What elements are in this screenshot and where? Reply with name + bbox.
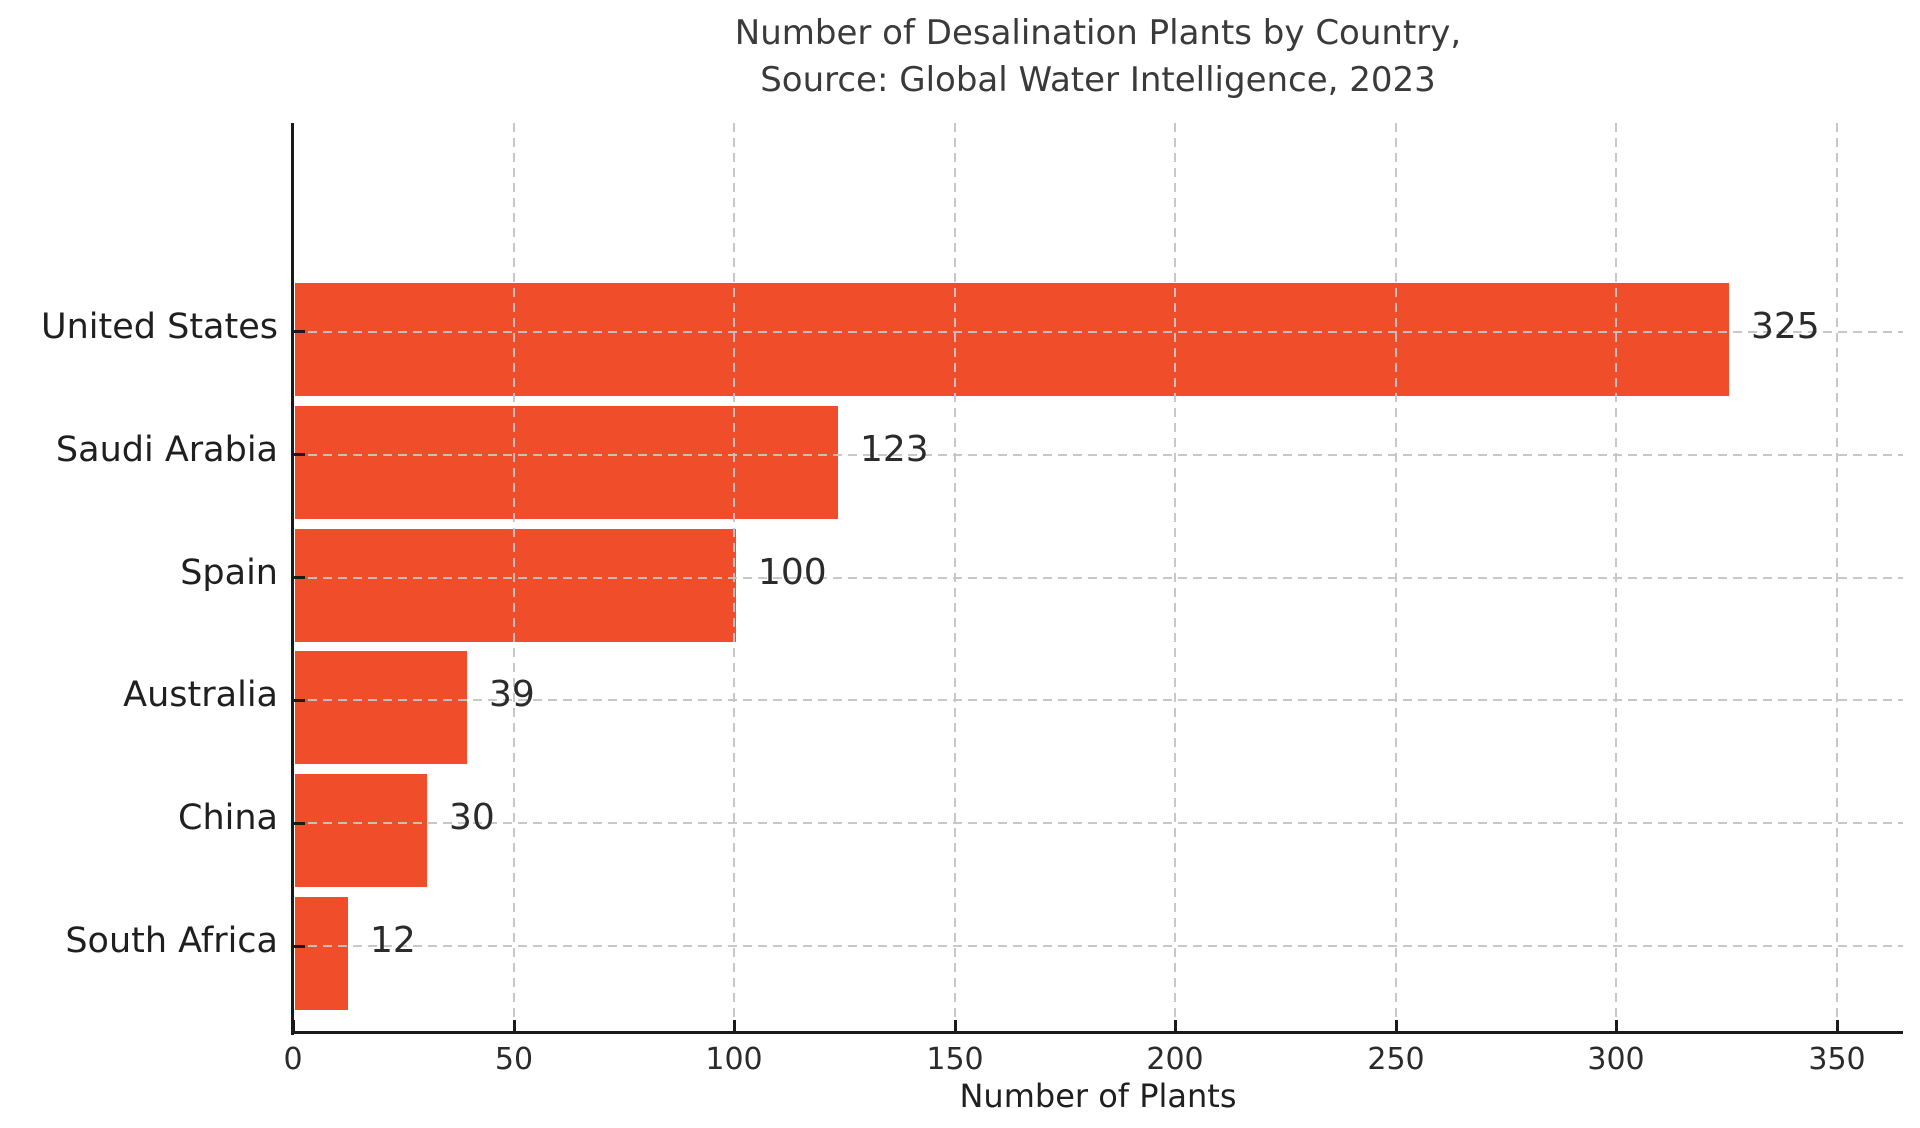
x-tick-mark [513,1020,516,1031]
x-tick-mark [292,1020,295,1031]
category-label-china: China [178,798,278,838]
x-tick-mark [954,1020,957,1031]
gridline-horizontal [293,577,1903,579]
gridline-horizontal [293,822,1903,824]
category-label-saudi-arabia: Saudi Arabia [55,430,278,470]
x-tick-label: 250 [1367,1042,1425,1077]
x-tick-mark [1836,1020,1839,1031]
y-tick-mark [294,822,305,825]
bar-south-africa [295,897,348,1010]
x-tick-mark [733,1020,736,1031]
value-label-spain: 100 [758,552,827,593]
value-label-china: 30 [449,797,495,838]
gridline-vertical [1395,123,1397,1032]
x-axis-spine [291,1031,1903,1034]
y-tick-mark [294,453,305,456]
x-axis-label: Number of Plants [959,1077,1237,1115]
value-label-saudi-arabia: 123 [860,429,929,470]
category-label-united-states: United States [40,307,278,347]
gridline-horizontal [293,699,1903,701]
bar-china [295,774,427,887]
x-tick-mark [1615,1020,1618,1031]
bar-united-states [295,283,1729,396]
y-tick-mark [294,945,305,948]
value-label-south-africa: 12 [370,920,416,961]
gridline-vertical [1836,123,1838,1032]
chart-subtitle: Source: Global Water Intelligence, 2023 [760,60,1436,100]
value-label-united-states: 325 [1751,306,1820,347]
gridline-vertical [1174,123,1176,1032]
bar-saudi-arabia [295,406,838,519]
gridline-horizontal [293,454,1903,456]
value-label-australia: 39 [489,674,535,715]
x-tick-label: 100 [705,1042,763,1077]
x-tick-label: 200 [1146,1042,1204,1077]
category-label-australia: Australia [123,675,278,715]
chart-title: Number of Desalination Plants by Country… [734,13,1462,53]
bar-spain [295,529,736,642]
x-tick-mark [1395,1020,1398,1031]
gridline-horizontal [293,945,1903,947]
x-tick-mark [1174,1020,1177,1031]
y-axis-spine [291,123,294,1035]
gridline-vertical [733,123,735,1032]
category-label-spain: Spain [180,553,278,593]
gridline-vertical [513,123,515,1032]
bar-australia [295,651,467,764]
x-tick-label: 0 [283,1042,303,1077]
y-tick-mark [294,576,305,579]
y-tick-mark [294,699,305,702]
category-label-south-africa: South Africa [65,921,278,961]
gridline-vertical [1615,123,1617,1032]
y-tick-mark [294,330,305,333]
chart-title-block: Number of Desalination Plants by Country… [293,10,1903,104]
gridline-horizontal [293,331,1903,333]
gridline-vertical [954,123,956,1032]
x-tick-label: 300 [1587,1042,1645,1077]
x-tick-label: 50 [494,1042,534,1077]
x-tick-label: 350 [1808,1042,1866,1077]
x-tick-label: 150 [926,1042,984,1077]
